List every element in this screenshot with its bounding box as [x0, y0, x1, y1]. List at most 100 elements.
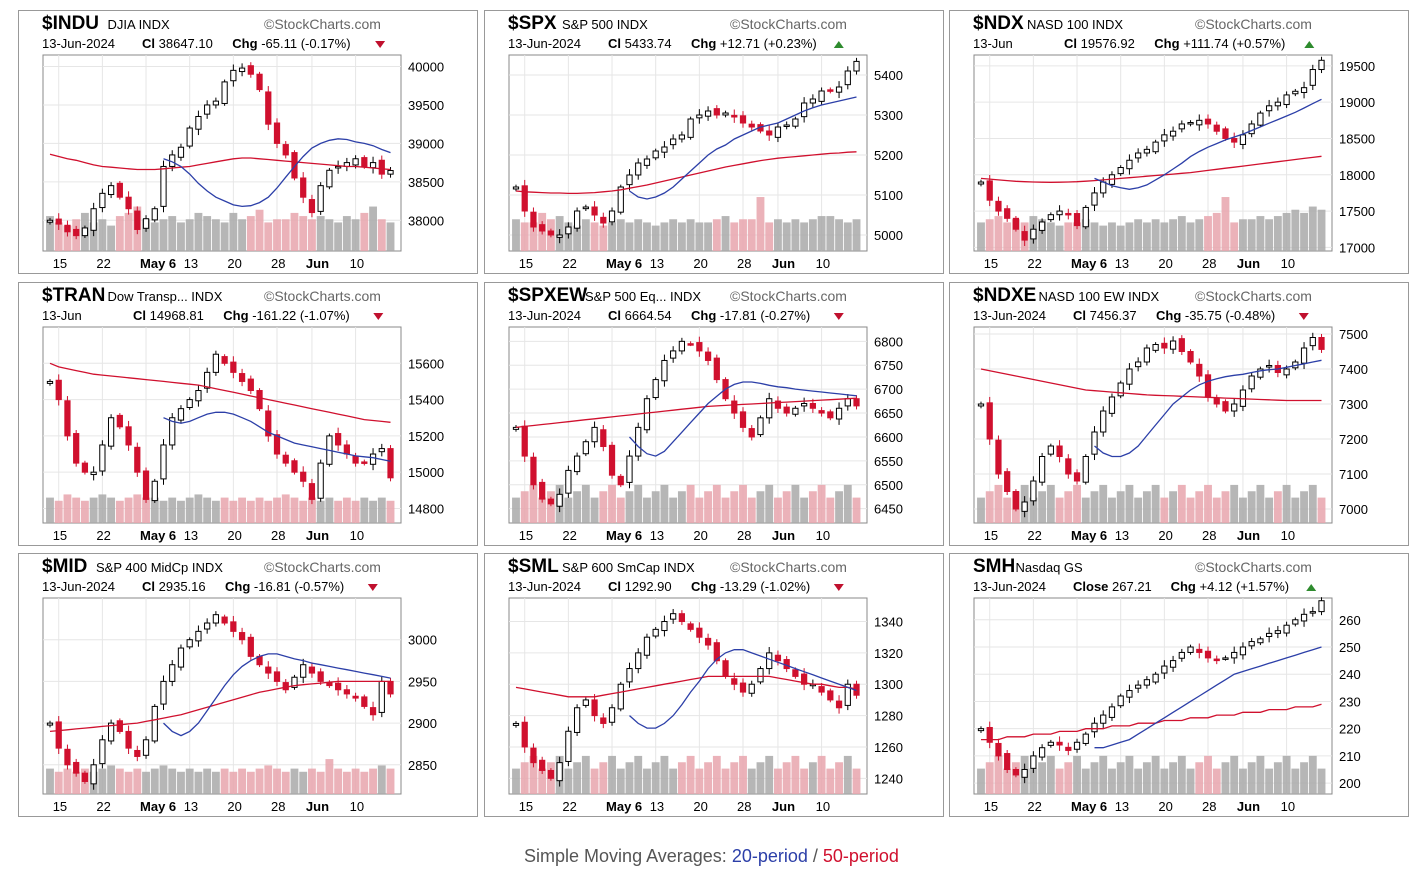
candle-body — [1047, 214, 1054, 221]
candle-body — [1038, 221, 1046, 231]
x-tick-label: May 6 — [1071, 256, 1107, 271]
volume-bar — [1247, 762, 1256, 794]
volume-bar — [1291, 209, 1300, 251]
volume-bar — [369, 500, 377, 523]
volume-bar — [80, 500, 89, 523]
volume-bar — [756, 762, 765, 794]
volume-bar — [808, 762, 817, 794]
chart-panel-ndx: $NDX NASD 100 INDX ©StockCharts.com 13-Jun C… — [949, 10, 1409, 274]
volume-bar — [529, 222, 538, 251]
candle-body — [766, 398, 773, 419]
volume-bar — [281, 771, 290, 794]
volume-bar — [142, 497, 150, 523]
volume-bar — [142, 771, 150, 794]
candle-body — [731, 400, 738, 414]
close-value: 6664.54 — [625, 308, 672, 323]
volume-bar — [651, 225, 660, 251]
candle-body — [273, 122, 281, 144]
volume-bar — [573, 225, 582, 251]
candle-body — [1248, 123, 1255, 135]
volume-bar — [1134, 768, 1143, 794]
candle-body — [844, 683, 851, 706]
volume-bar — [1204, 216, 1212, 251]
volume-bar — [651, 762, 660, 794]
x-tick-label: Jun — [306, 799, 329, 814]
x-tick-label: 10 — [816, 528, 830, 543]
volume-bar — [1003, 768, 1012, 794]
change-up-arrow-icon — [833, 41, 844, 48]
volume-bar — [124, 212, 133, 251]
volume-bar — [695, 222, 704, 251]
candle-body — [591, 426, 598, 443]
volume-bar — [1308, 755, 1317, 794]
y-tick-label: 1240 — [874, 771, 903, 786]
change-down-arrow-icon — [373, 313, 384, 320]
y-tick-label: 6550 — [874, 454, 903, 469]
chart-close: Cl 2935.16 — [142, 579, 206, 594]
x-tick-label: Jun — [772, 256, 795, 271]
volume-bar — [89, 497, 98, 523]
volume-bar — [590, 222, 599, 251]
change-label: Chg — [232, 36, 261, 51]
chart-name: DJIA INDX — [108, 17, 170, 32]
volume-bar — [255, 497, 264, 523]
candle-body — [300, 177, 307, 198]
volume-bar — [255, 209, 264, 251]
close-value: 7456.37 — [1090, 308, 1137, 323]
candle-body — [1012, 217, 1020, 230]
x-tick-label: May 6 — [606, 256, 642, 271]
candle-body — [238, 632, 246, 641]
y-tick-label: 6700 — [874, 382, 903, 397]
volume-bar — [730, 491, 739, 523]
candle-body — [748, 123, 755, 128]
volume-bar — [1151, 219, 1160, 251]
candle-body — [643, 158, 651, 166]
y-tick-label: 220 — [1339, 722, 1361, 737]
volume-bar — [660, 755, 669, 794]
x-tick-label: May 6 — [1071, 799, 1107, 814]
candle-body — [652, 150, 659, 159]
change-value: -13.29 (-1.02%) — [720, 579, 810, 594]
volume-bar — [185, 497, 194, 523]
volume-bar — [1081, 219, 1090, 251]
volume-bar — [669, 219, 678, 251]
candle-body — [195, 390, 202, 402]
x-tick-label: 15 — [519, 256, 533, 271]
y-tick-label: 5100 — [874, 188, 903, 203]
x-tick-label: Jun — [1237, 256, 1260, 271]
candle-body — [116, 414, 123, 428]
plot-area — [42, 54, 402, 252]
volume-bar — [573, 762, 582, 794]
chart-panel-spx: $SPX S&P 500 INDX ©StockCharts.com 13-Jun-2… — [484, 10, 944, 274]
volume-bar — [581, 755, 590, 794]
candle-body — [1283, 368, 1290, 376]
candle-body — [1021, 501, 1028, 512]
candle-body — [731, 114, 738, 118]
x-tick-label: May 6 — [606, 799, 642, 814]
candle-body — [134, 749, 141, 757]
y-tick-label: 230 — [1339, 694, 1361, 709]
candle-body — [661, 146, 668, 153]
candle-body — [818, 90, 825, 102]
candle-body — [335, 433, 342, 446]
x-tick-label: 15 — [984, 528, 998, 543]
volume-bar — [124, 771, 133, 794]
candle-body — [1222, 128, 1229, 139]
y-tick-label: 5200 — [874, 148, 903, 163]
volume-bar — [520, 762, 529, 794]
candle-body — [556, 762, 563, 782]
candle-body — [626, 174, 633, 186]
chart-date: 13-Jun-2024 — [508, 579, 581, 594]
candle-body — [134, 210, 141, 230]
candle-body — [1108, 706, 1116, 718]
chart-close: Cl 1292.90 — [608, 579, 672, 594]
volume-bar — [730, 222, 739, 251]
candle-body — [1056, 210, 1063, 216]
volume-bar — [1038, 762, 1047, 794]
candle-body — [591, 699, 598, 717]
candle-body — [556, 234, 563, 238]
volume-bar — [72, 771, 81, 794]
candle-body — [238, 373, 246, 382]
candle-body — [521, 425, 528, 457]
